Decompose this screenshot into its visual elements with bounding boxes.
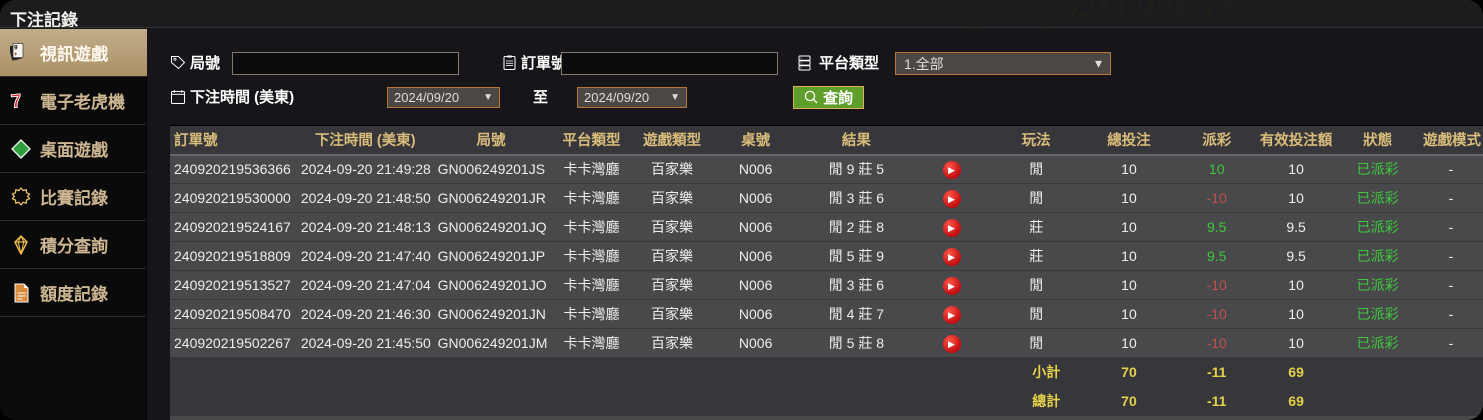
svg-text:7: 7 [10,90,23,111]
svg-text:9: 9 [14,44,18,51]
svg-text:♦: ♦ [14,51,17,57]
